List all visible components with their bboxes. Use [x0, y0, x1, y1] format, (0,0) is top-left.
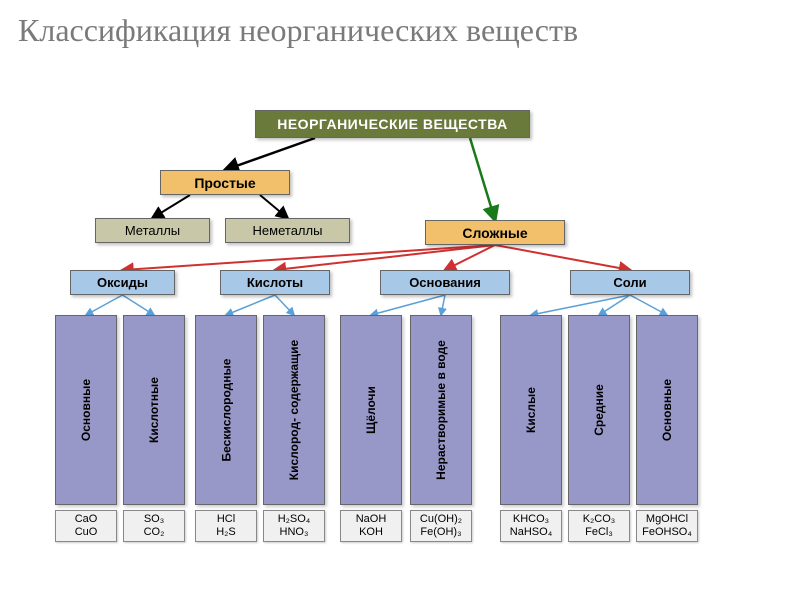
page-title: Классификация неорганических веществ	[0, 0, 800, 49]
classification-diagram: НЕОРГАНИЧЕСКИЕ ВЕЩЕСТВА Простые Сложные Мет…	[40, 110, 760, 580]
formula-6: KHCO₃NaHSO₄	[500, 510, 562, 542]
formula-2: HClH₂S	[195, 510, 257, 542]
subtype-0: Основные	[55, 315, 117, 505]
metals-box: Металлы	[95, 218, 210, 243]
category-0: Оксиды	[70, 270, 175, 295]
subtype-6: Кислые	[500, 315, 562, 505]
subtype-7: Средние	[568, 315, 630, 505]
subtype-8: Основные	[636, 315, 698, 505]
category-1: Кислоты	[220, 270, 330, 295]
category-2: Основания	[380, 270, 510, 295]
formula-7: K₂CO₃FeCl₃	[568, 510, 630, 542]
simple-box: Простые	[160, 170, 290, 195]
root-box: НЕОРГАНИЧЕСКИЕ ВЕЩЕСТВА	[255, 110, 530, 138]
subtype-5: Нерастворимые в воде	[410, 315, 472, 505]
subtype-3: Кислород- содержащие	[263, 315, 325, 505]
complex-box: Сложные	[425, 220, 565, 245]
category-3: Соли	[570, 270, 690, 295]
subtype-2: Бескислородные	[195, 315, 257, 505]
nonmetals-box: Неметаллы	[225, 218, 350, 243]
subtype-1: Кислотные	[123, 315, 185, 505]
formula-4: NaOHKOH	[340, 510, 402, 542]
formula-8: MgOHClFeOHSO₄	[636, 510, 698, 542]
formula-3: H₂SO₄HNO₃	[263, 510, 325, 542]
formula-5: Cu(OH)₂Fe(OH)₃	[410, 510, 472, 542]
formula-1: SO₃CO₂	[123, 510, 185, 542]
formula-0: CaOCuO	[55, 510, 117, 542]
subtype-4: Щёлочи	[340, 315, 402, 505]
